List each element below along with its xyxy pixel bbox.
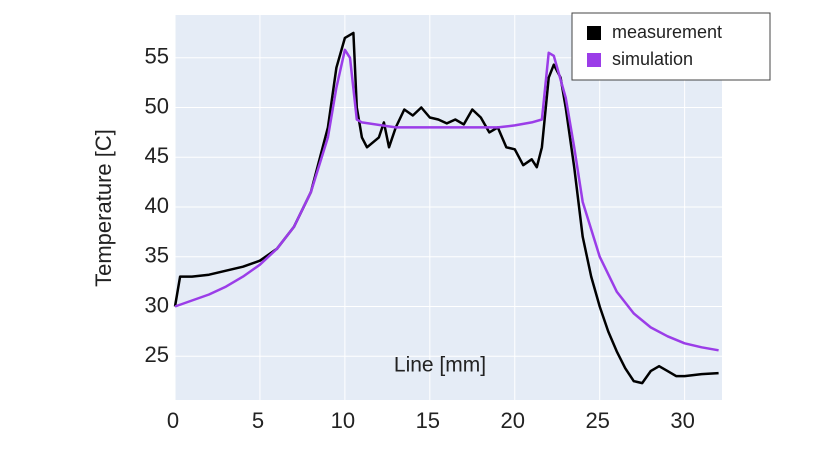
legend-label: simulation	[612, 49, 693, 69]
legend-box	[571, 12, 771, 81]
legend-label: measurement	[612, 22, 722, 42]
y-tick-label: 40	[145, 193, 169, 218]
x-tick-label: 30	[670, 408, 694, 433]
x-tick-label: 20	[501, 408, 525, 433]
y-tick-label: 45	[145, 143, 169, 168]
legend-swatch	[587, 26, 601, 40]
x-axis-title: Line [mm]	[394, 354, 486, 377]
x-tick-label: 0	[167, 408, 179, 433]
x-tick-label: 10	[331, 408, 355, 433]
y-tick-label: 35	[145, 243, 169, 268]
y-tick-label: 55	[145, 44, 169, 69]
y-tick-label: 25	[145, 342, 169, 367]
x-tick-label: 15	[416, 408, 440, 433]
y-tick-label: 30	[145, 292, 169, 317]
legend-swatch	[587, 53, 601, 67]
x-tick-label: 5	[252, 408, 264, 433]
y-axis-title: Temperature [C]	[91, 129, 116, 287]
x-tick-label: 25	[585, 408, 609, 433]
legend: measurement simulation	[587, 22, 722, 69]
lines	[173, 31, 719, 385]
series-line	[174, 48, 719, 352]
y-tick-label: 50	[145, 93, 169, 118]
series-line	[173, 31, 719, 385]
